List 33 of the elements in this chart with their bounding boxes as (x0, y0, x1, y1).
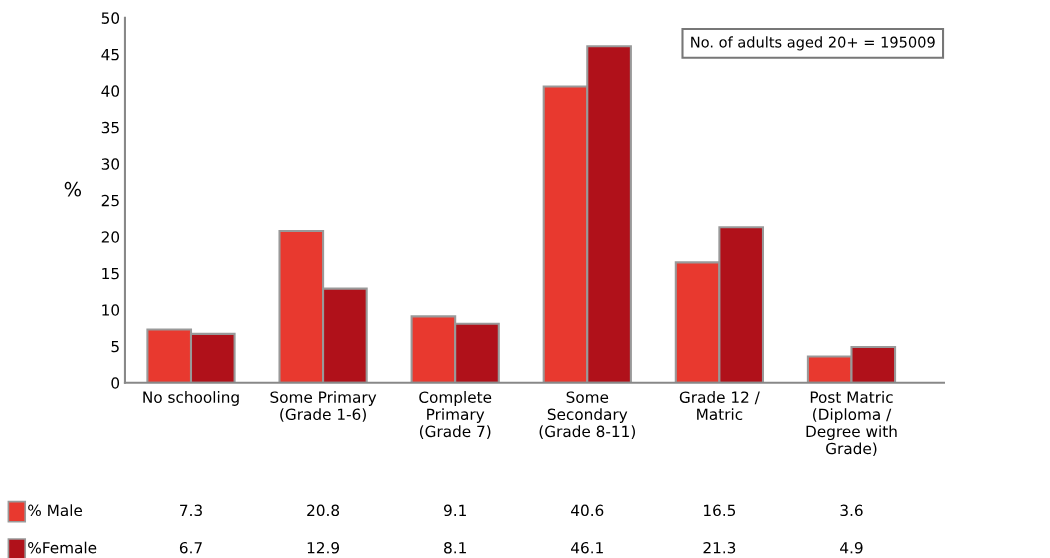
data-label: 12.9 (307, 541, 340, 554)
x-tick-label: Some Secondary (Grade 8-11) (539, 391, 635, 439)
y-tick-label: 0 (111, 377, 120, 389)
data-label: 6.7 (179, 541, 202, 554)
legend-label: % Male (28, 504, 83, 517)
data-label: 9.1 (444, 504, 466, 517)
y-tick-label: 45 (101, 49, 119, 61)
y-tick-label: 10 (102, 304, 120, 316)
data-label: 4.9 (840, 541, 863, 554)
y-axis-title: % (64, 181, 82, 197)
x-tick-label: Grade 12 / Matric (679, 391, 760, 421)
y-tick-label: 5 (111, 340, 119, 353)
data-label: 40.6 (571, 504, 604, 517)
y-tick-label: 50 (101, 12, 120, 24)
x-tick-label: Post Matric (Diploma / Degree with Grade) (806, 391, 897, 457)
y-tick-label: 25 (101, 194, 119, 207)
data-label: 3.6 (840, 504, 863, 517)
y-tick-label: 20 (101, 231, 120, 243)
data-label: 7.3 (180, 504, 202, 517)
data-label: 21.3 (703, 541, 736, 554)
x-tick-label: No schooling (143, 391, 239, 406)
data-label: 8.1 (444, 541, 466, 554)
y-tick-label: 35 (101, 121, 119, 134)
data-label: 46.1 (571, 541, 603, 554)
x-tick-label: Some Primary (Grade 1-6) (270, 391, 377, 422)
annotation: No. of adults aged 20+ = 195009 (691, 36, 935, 51)
data-label: 20.8 (307, 504, 340, 517)
x-tick-label: Complete Primary (Grade 7) (419, 391, 492, 439)
y-tick-label: 30 (101, 158, 120, 170)
y-tick-label: 40 (101, 85, 120, 97)
legend-label: %Female (28, 541, 97, 554)
y-tick-label: 15 (102, 267, 119, 280)
data-label: 16.5 (704, 504, 736, 517)
